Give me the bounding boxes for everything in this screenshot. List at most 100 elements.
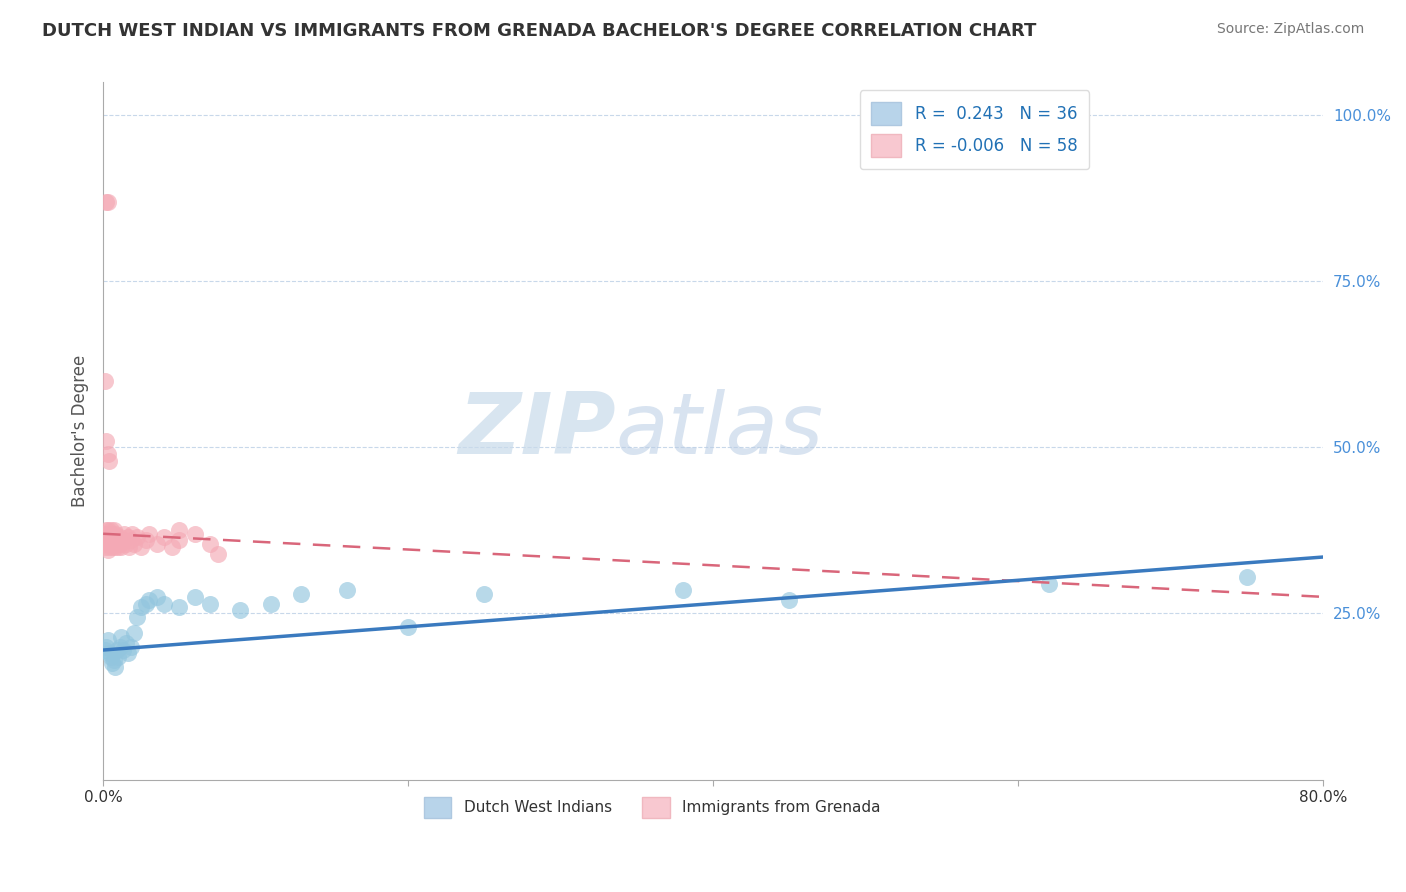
Text: ZIP: ZIP [458,389,616,472]
Point [778,593,800,607]
Point [97,194,120,209]
Point [672,583,695,598]
Point [110,540,132,554]
Point [101,533,124,548]
Point [110,630,132,644]
Point [105,537,128,551]
Point [125,609,148,624]
Text: DUTCH WEST INDIAN VS IMMIGRANTS FROM GRENADA BACHELOR'S DEGREE CORRELATION CHART: DUTCH WEST INDIAN VS IMMIGRANTS FROM GRE… [42,22,1036,40]
Point [100,530,122,544]
Point [169,524,191,538]
Point [145,590,167,604]
Point [101,526,124,541]
Point [93,374,115,388]
Point [129,540,152,554]
Point [103,537,125,551]
Point [1236,570,1258,584]
Point [93,533,115,548]
Point [122,626,145,640]
Point [93,643,115,657]
Point [115,636,138,650]
Point [93,526,115,541]
Point [104,540,127,554]
Point [135,533,157,548]
Point [103,524,125,538]
Point [103,653,125,667]
Point [97,633,120,648]
Point [97,537,120,551]
Point [96,640,118,654]
Point [145,537,167,551]
Point [105,643,128,657]
Point [114,526,136,541]
Point [229,603,252,617]
Point [396,620,419,634]
Point [100,537,122,551]
Point [93,540,115,554]
Point [120,533,142,548]
Point [198,597,221,611]
Point [118,540,141,554]
Point [96,524,118,538]
Point [198,537,221,551]
Point [98,453,121,467]
Point [108,530,131,544]
Point [98,526,121,541]
Point [96,194,118,209]
Point [135,597,157,611]
Text: atlas: atlas [616,389,824,472]
Point [207,547,229,561]
Point [125,530,148,544]
Point [153,530,176,544]
Point [98,540,121,554]
Point [108,640,131,654]
Point [336,583,359,598]
Point [97,543,120,558]
Point [100,649,122,664]
Point [101,540,124,554]
Point [1038,576,1060,591]
Point [107,533,129,548]
Point [121,526,143,541]
Point [98,646,121,660]
Point [122,537,145,551]
Point [153,597,176,611]
Point [107,649,129,664]
Point [98,533,121,548]
Point [97,447,120,461]
Point [104,526,127,541]
Point [105,530,128,544]
Point [96,530,118,544]
Point [138,593,160,607]
Point [108,537,131,551]
Legend: Dutch West Indians, Immigrants from Grenada: Dutch West Indians, Immigrants from Gren… [418,790,887,824]
Point [169,599,191,614]
Point [111,533,134,548]
Point [100,524,122,538]
Point [138,526,160,541]
Point [97,524,120,538]
Point [107,540,129,554]
Point [117,530,139,544]
Point [117,646,139,660]
Point [474,586,496,600]
Point [115,537,138,551]
Point [120,640,142,654]
Point [104,533,127,548]
Text: Source: ZipAtlas.com: Source: ZipAtlas.com [1216,22,1364,37]
Point [290,586,312,600]
Point [160,540,183,554]
Point [96,537,118,551]
Point [183,590,205,604]
Point [103,530,125,544]
Point [183,526,205,541]
Point [169,533,191,548]
Y-axis label: Bachelor's Degree: Bachelor's Degree [72,355,89,507]
Point [96,434,118,448]
Point [97,530,120,544]
Point [129,599,152,614]
Point [260,597,283,611]
Point [101,657,124,671]
Point [111,643,134,657]
Point [104,659,127,673]
